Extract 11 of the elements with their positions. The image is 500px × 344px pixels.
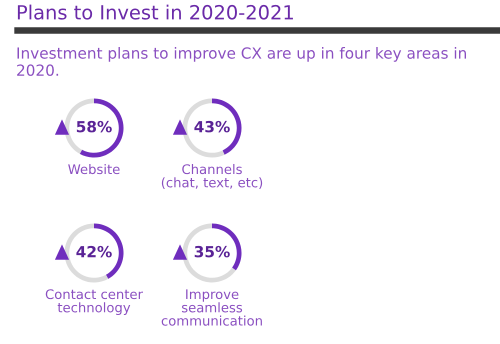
text: Website xyxy=(68,164,120,174)
text: Investment plans to improve CX are up in four key areas in 2020. xyxy=(17,47,466,76)
text: Improve seamless communication xyxy=(162,289,262,326)
data-label: 43% xyxy=(194,120,230,132)
text: Contact center technology xyxy=(46,289,143,315)
text: Channels (chat, text, etc) xyxy=(162,164,262,189)
donut-slice xyxy=(182,223,236,283)
data-label: 42% xyxy=(76,246,112,258)
text: Plans to Invest in 2020-2021 xyxy=(18,4,293,20)
data-label: 58% xyxy=(76,120,112,132)
data-label: 35% xyxy=(194,246,230,258)
